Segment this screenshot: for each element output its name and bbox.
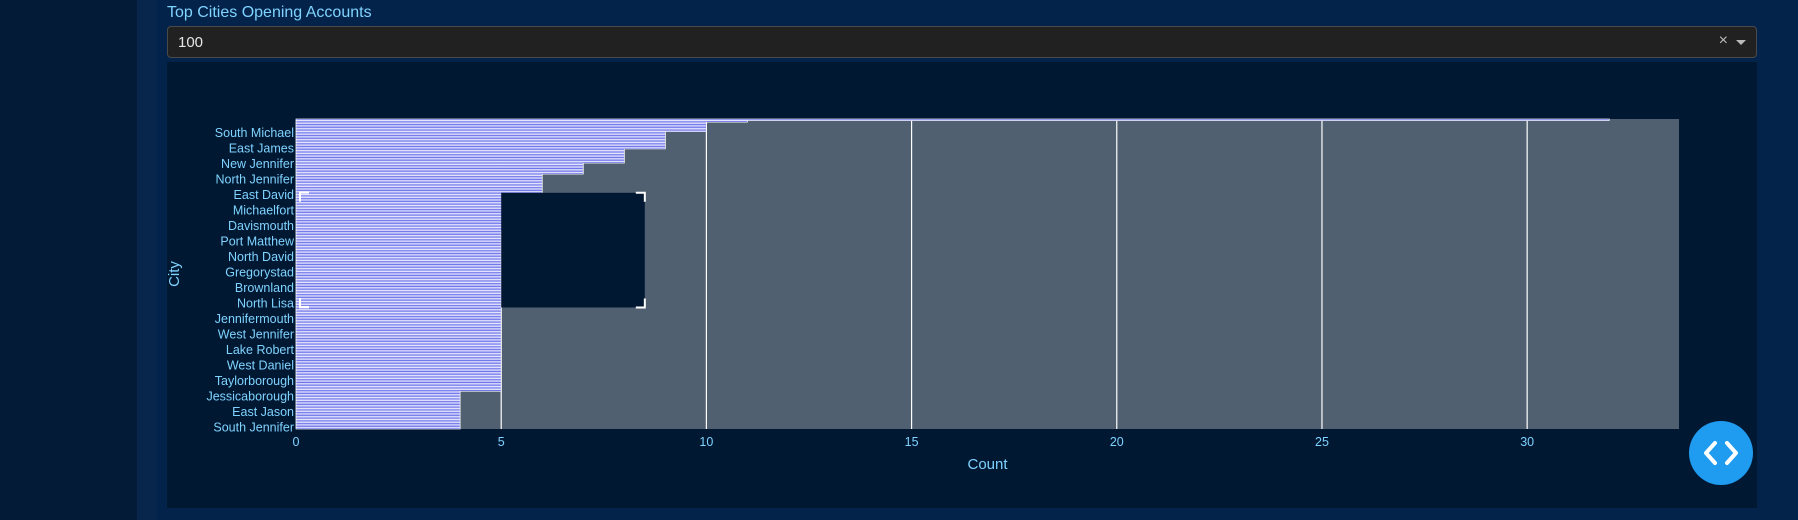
select-value: 100 — [178, 34, 204, 51]
selection-corner — [299, 298, 309, 309]
y-tick-label: East Jason — [232, 405, 294, 419]
y-tick-label: Davismouth — [228, 219, 294, 233]
y-tick-label: West Jennifer — [218, 328, 294, 342]
y-tick-label: South Jennifer — [213, 421, 294, 435]
selection-corner — [299, 191, 309, 202]
bar — [295, 118, 1610, 121]
top-cities-select[interactable]: 100 × — [167, 26, 1757, 58]
x-tick-label: 30 — [1520, 435, 1534, 449]
y-tick-label: Brownland — [235, 281, 294, 295]
x-tick-label: 10 — [699, 435, 713, 449]
caret-down-icon[interactable] — [1736, 40, 1746, 45]
y-axis-title: City — [167, 261, 183, 287]
y-tick-label: Gregorystad — [225, 266, 294, 280]
bar — [295, 427, 461, 430]
code-toggle-button[interactable] — [1689, 421, 1753, 485]
y-tick-label: Michaelfort — [233, 204, 295, 218]
y-tick-label: West Daniel — [227, 359, 294, 373]
x-tick-label: 15 — [905, 435, 919, 449]
y-tick-label: New Jennifer — [221, 157, 294, 171]
y-tick-label: Port Matthew — [220, 235, 295, 249]
zoom-selection — [501, 192, 645, 308]
y-tick-label: Jessicaborough — [206, 390, 294, 404]
chart-card: 0 5 10 15 20 25 30 South Michael East James New J… — [167, 62, 1757, 508]
y-tick-label: Jennifermouth — [215, 312, 294, 326]
selection-corner — [635, 191, 646, 202]
x-tick-label: 25 — [1315, 435, 1329, 449]
y-tick-label: Lake Robert — [226, 343, 295, 357]
y-tick-label: North David — [228, 250, 294, 264]
y-tick-label: East David — [234, 188, 294, 202]
y-tick-label: South Michael — [215, 126, 294, 140]
x-tick-label: 20 — [1110, 435, 1124, 449]
sidebar-divider — [137, 0, 157, 520]
filter-label: Top Cities Opening Accounts — [167, 4, 372, 21]
x-tick-label: 0 — [293, 435, 300, 449]
code-icon — [1704, 441, 1738, 465]
x-axis-title: Count — [967, 456, 1008, 473]
y-tick-label: East James — [229, 142, 294, 156]
selection-corner — [635, 298, 646, 309]
clear-icon[interactable]: × — [1718, 32, 1728, 49]
y-tick-label: Taylorborough — [215, 374, 294, 388]
x-tick-label: 5 — [498, 435, 505, 449]
left-sidebar — [0, 0, 138, 520]
y-tick-label: North Jennifer — [215, 173, 294, 187]
y-tick-label: North Lisa — [237, 297, 294, 311]
